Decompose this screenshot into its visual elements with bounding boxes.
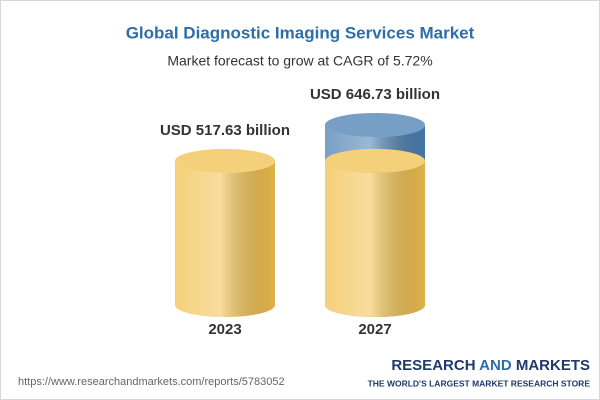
cylinder-top [175,148,275,173]
cylinder-top [325,113,425,137]
chart-title: Global Diagnostic Imaging Services Marke… [126,23,475,42]
logo: RESEARCH AND MARKETS [391,357,590,374]
source-url: https://www.researchandmarkets.com/repor… [18,376,285,388]
cylinder-shade [175,160,275,317]
cylinder-top-shine [325,113,425,137]
value-label: USD 646.73 billion [310,86,440,103]
x-tick-label: 2023 [208,321,241,338]
logo-tagline: THE WORLD'S LARGEST MARKET RESEARCH STOR… [368,378,591,388]
cylinder-top-shine [175,148,275,173]
logo-word: RESEARCH [391,357,475,374]
logo-word: MARKETS [516,357,590,374]
cylinder-top-shine [325,148,425,173]
logo-word: AND [479,357,512,374]
x-tick-label: 2027 [358,321,391,338]
cylinder-top [325,148,425,173]
value-label: USD 517.63 billion [160,122,290,139]
chart-subtitle: Market forecast to grow at CAGR of 5.72% [167,53,432,69]
cylinder-shade [325,160,425,317]
